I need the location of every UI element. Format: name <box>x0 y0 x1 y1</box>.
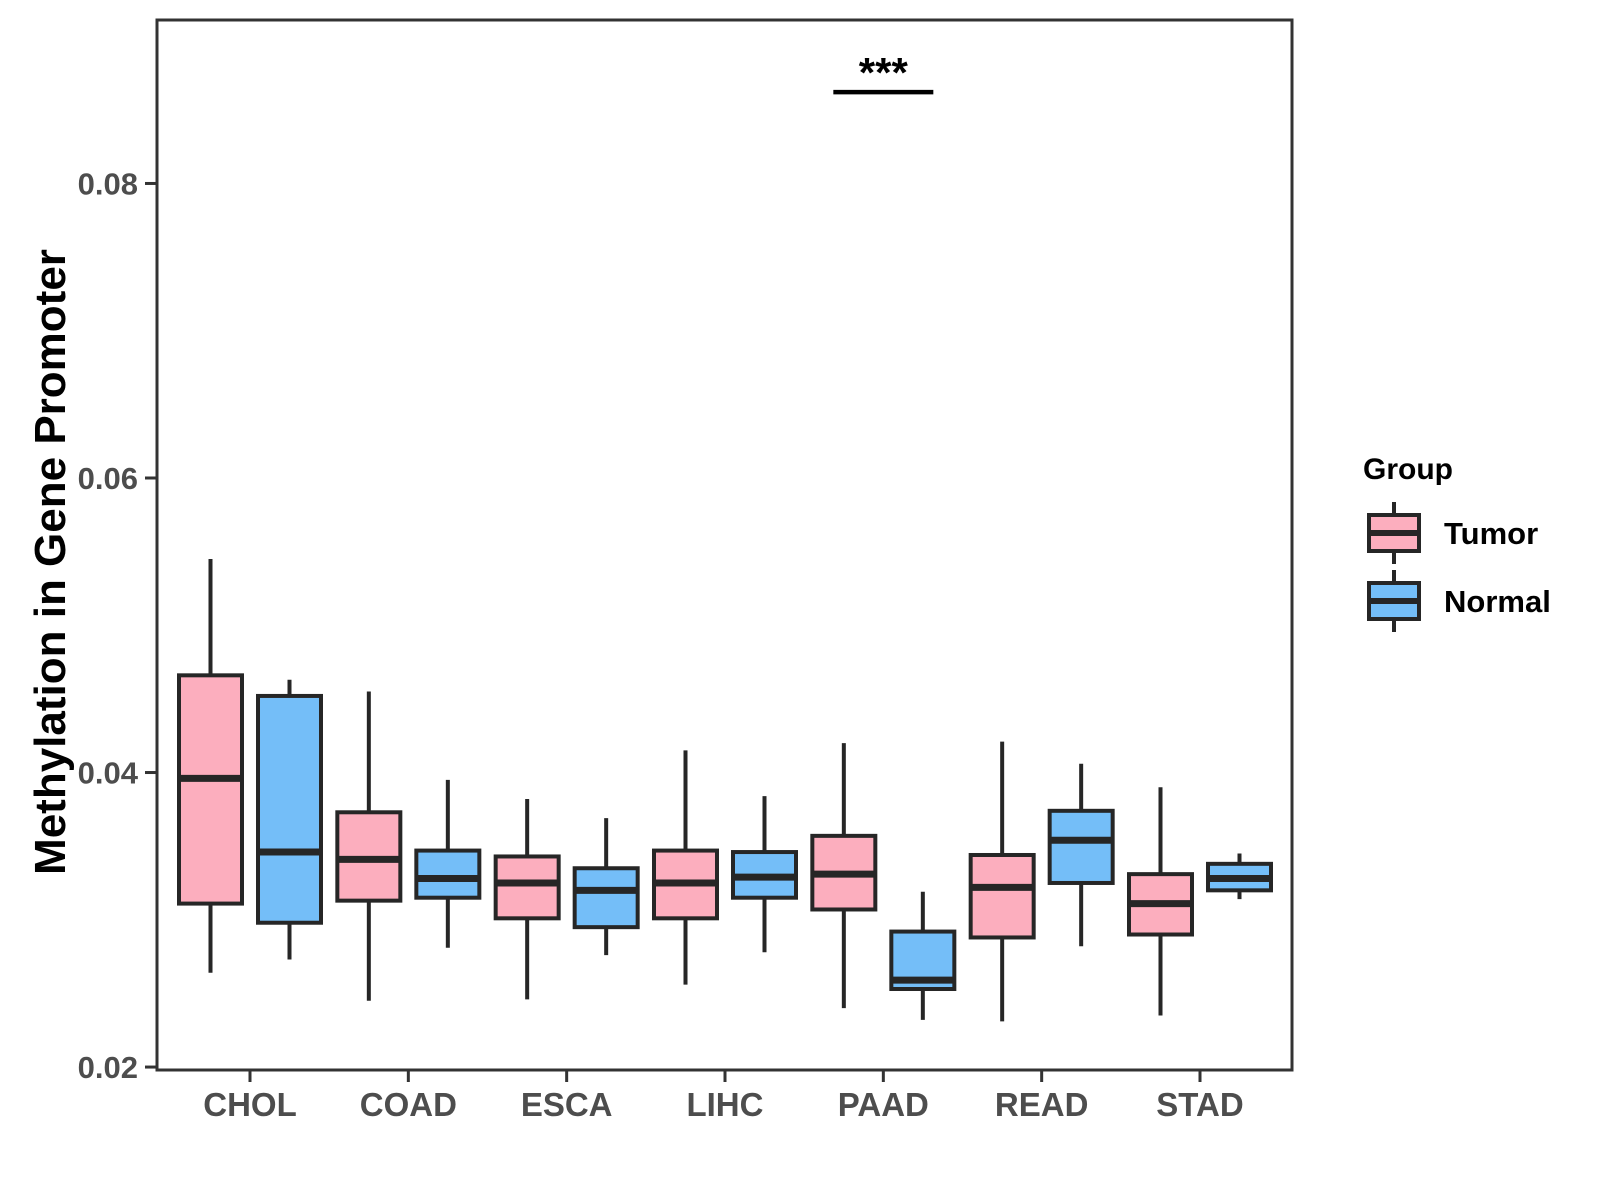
legend-item-normal: Normal <box>1366 570 1600 632</box>
boxplot-glyph-icon <box>1367 502 1421 564</box>
legend: Group Tumor Normal <box>1343 452 1600 638</box>
y-tick-label: 0.08 <box>78 166 138 201</box>
x-category-label: PAAD <box>838 1086 929 1123</box>
legend-label-normal: Normal <box>1444 583 1551 619</box>
x-category-label: LIHC <box>686 1086 763 1123</box>
boxplot-glyph-icon <box>1367 570 1421 632</box>
x-category-label: ESCA <box>521 1086 613 1123</box>
box-tumor-READ <box>968 852 1036 940</box>
legend-item-tumor: Tumor <box>1366 502 1600 564</box>
box-tumor-CHOL <box>177 673 244 906</box>
y-tick-label: 0.06 <box>78 461 138 496</box>
y-tick-label: 0.02 <box>78 1050 138 1085</box>
legend-label-tumor: Tumor <box>1444 515 1539 551</box>
legend-title: Group <box>1363 453 1453 486</box>
box-normal-CHOL <box>256 693 323 925</box>
box-normal-COAD <box>414 848 482 900</box>
x-category-label: READ <box>995 1086 1089 1123</box>
box-normal-ESCA <box>572 866 640 930</box>
y-tick-label: 0.04 <box>78 756 139 791</box>
x-category-label: CHOL <box>203 1086 297 1123</box>
panel-border <box>155 18 1294 1072</box>
box-tumor-ESCA <box>493 854 561 921</box>
y-axis-title: Methylation in Gene Promoter <box>26 249 75 875</box>
significance-stars: *** <box>859 49 909 96</box>
x-category-label: COAD <box>360 1086 457 1123</box>
x-category-label: STAD <box>1156 1086 1243 1123</box>
box-normal-READ <box>1047 808 1115 885</box>
